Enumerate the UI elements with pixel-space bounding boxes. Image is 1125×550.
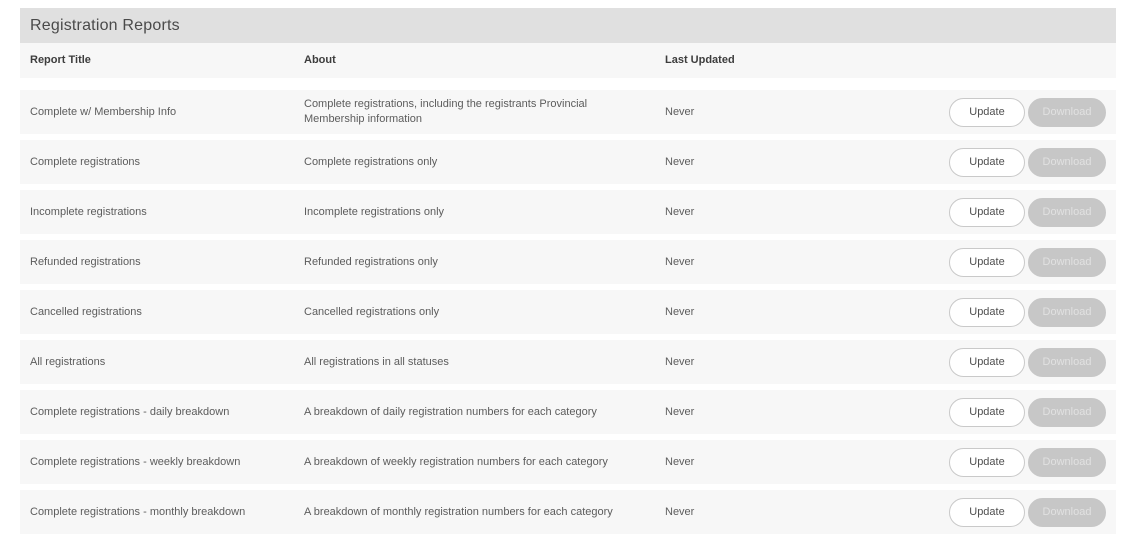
download-button[interactable]: Download xyxy=(1028,97,1106,127)
report-about-cell: A breakdown of daily registration number… xyxy=(304,405,597,418)
page-title: Registration Reports xyxy=(30,16,180,34)
report-title-cell: Complete registrations - weekly breakdow… xyxy=(30,455,241,468)
report-about-cell: All registrations in all statuses xyxy=(304,355,449,368)
table-row: Complete registrations - weekly breakdow… xyxy=(20,440,1116,484)
download-button[interactable]: Download xyxy=(1028,297,1106,327)
last-updated-cell: Never xyxy=(665,355,695,368)
download-button[interactable]: Download xyxy=(1028,447,1106,477)
download-button[interactable]: Download xyxy=(1028,197,1106,227)
table-row: Refunded registrations Refunded registra… xyxy=(20,240,1116,284)
report-about-cell: Incomplete registrations only xyxy=(304,205,445,218)
row-actions: Update Download xyxy=(865,447,1116,477)
download-button[interactable]: Download xyxy=(1028,247,1106,277)
report-title-cell: Refunded registrations xyxy=(30,255,141,268)
row-actions: Update Download xyxy=(865,347,1116,377)
panel-title-bar: Registration Reports xyxy=(20,8,1116,43)
row-actions: Update Download xyxy=(865,397,1116,427)
download-button[interactable]: Download xyxy=(1028,347,1106,377)
update-button[interactable]: Update xyxy=(949,497,1025,527)
report-about-cell: Refunded registrations only xyxy=(304,255,438,268)
report-title-cell: Complete registrations xyxy=(30,155,141,168)
registration-reports-panel: Registration Reports Report Title About … xyxy=(20,8,1116,534)
last-updated-cell: Never xyxy=(665,105,695,118)
column-header-report-title: Report Title xyxy=(30,54,91,67)
update-button[interactable]: Update xyxy=(949,197,1025,227)
table-row: Complete w/ Membership Info Complete reg… xyxy=(20,90,1116,134)
row-actions: Update Download xyxy=(865,297,1116,327)
download-button[interactable]: Download xyxy=(1028,147,1106,177)
report-title-cell: Complete registrations - daily breakdown xyxy=(30,405,230,418)
row-actions: Update Download xyxy=(865,97,1116,127)
table-header-row: Report Title About Last Updated xyxy=(20,43,1116,78)
update-button[interactable]: Update xyxy=(949,447,1025,477)
column-header-last-updated: Last Updated xyxy=(665,54,735,67)
report-about-cell: Complete registrations only xyxy=(304,155,438,168)
report-rows-list: Complete w/ Membership Info Complete reg… xyxy=(20,90,1116,534)
last-updated-cell: Never xyxy=(665,155,695,168)
update-button[interactable]: Update xyxy=(949,247,1025,277)
table-row: All registrations All registrations in a… xyxy=(20,340,1116,384)
last-updated-cell: Never xyxy=(665,255,695,268)
last-updated-cell: Never xyxy=(665,305,695,318)
row-actions: Update Download xyxy=(865,497,1116,527)
update-button[interactable]: Update xyxy=(949,147,1025,177)
update-button[interactable]: Update xyxy=(949,397,1025,427)
column-header-about: About xyxy=(304,54,336,67)
download-button[interactable]: Download xyxy=(1028,397,1106,427)
report-title-cell: Complete registrations - monthly breakdo… xyxy=(30,505,246,518)
download-button[interactable]: Download xyxy=(1028,497,1106,527)
report-about-cell: A breakdown of weekly registration numbe… xyxy=(304,455,608,468)
table-row: Complete registrations - monthly breakdo… xyxy=(20,490,1116,534)
report-about-cell: Complete registrations, including the re… xyxy=(304,98,588,125)
table-row: Cancelled registrations Cancelled regist… xyxy=(20,290,1116,334)
last-updated-cell: Never xyxy=(665,455,695,468)
table-row: Complete registrations - daily breakdown… xyxy=(20,390,1116,434)
report-about-cell: Cancelled registrations only xyxy=(304,305,440,318)
report-title-cell: All registrations xyxy=(30,355,106,368)
last-updated-cell: Never xyxy=(665,505,695,518)
report-title-cell: Complete w/ Membership Info xyxy=(30,105,177,118)
row-actions: Update Download xyxy=(865,197,1116,227)
report-about-cell: A breakdown of monthly registration numb… xyxy=(304,505,613,518)
report-title-cell: Incomplete registrations xyxy=(30,205,147,218)
row-actions: Update Download xyxy=(865,147,1116,177)
last-updated-cell: Never xyxy=(665,205,695,218)
table-row: Complete registrations Complete registra… xyxy=(20,140,1116,184)
update-button[interactable]: Update xyxy=(949,97,1025,127)
table-row: Incomplete registrations Incomplete regi… xyxy=(20,190,1116,234)
row-actions: Update Download xyxy=(865,247,1116,277)
report-title-cell: Cancelled registrations xyxy=(30,305,142,318)
update-button[interactable]: Update xyxy=(949,347,1025,377)
last-updated-cell: Never xyxy=(665,405,695,418)
update-button[interactable]: Update xyxy=(949,297,1025,327)
